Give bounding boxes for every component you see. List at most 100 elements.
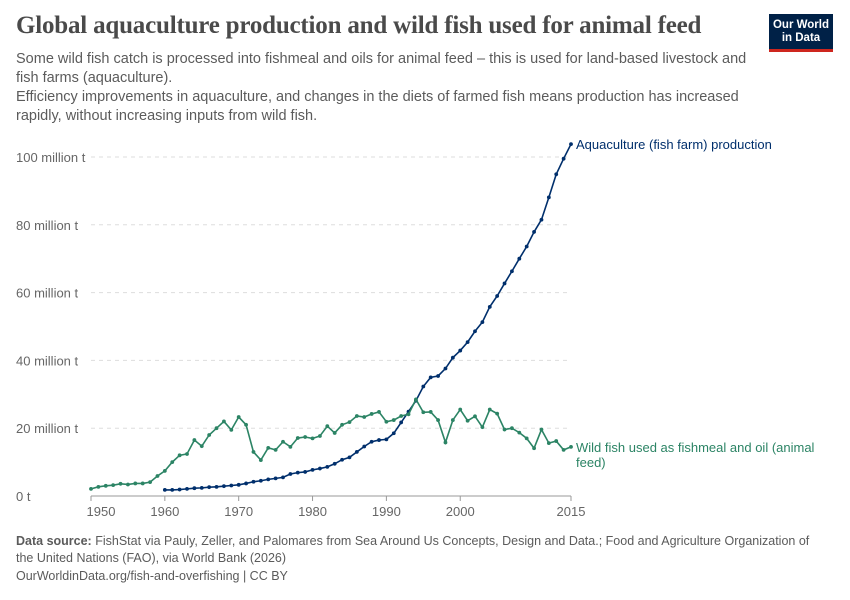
data-point: [207, 485, 212, 490]
data-point: [458, 348, 463, 353]
data-point: [510, 269, 514, 274]
data-point: [96, 484, 101, 489]
series-label: Aquaculture (fish farm) production: [576, 137, 772, 152]
data-point: [354, 414, 359, 418]
data-point: [377, 438, 381, 442]
data-point: [569, 142, 573, 147]
data-point: [502, 281, 507, 286]
data-point: [266, 477, 271, 482]
data-point: [170, 487, 175, 492]
data-point: [450, 355, 455, 360]
data-point: [340, 422, 344, 427]
data-point: [170, 460, 175, 464]
data-point: [89, 486, 93, 491]
data-point: [332, 461, 337, 466]
data-point: [546, 195, 551, 200]
data-point: [185, 486, 189, 491]
data-point: [325, 464, 330, 469]
series-line: [164, 143, 572, 491]
data-point: [347, 420, 352, 424]
x-tick-label: 1990: [372, 504, 401, 519]
owid-logo[interactable]: Our World in Data: [769, 14, 833, 52]
y-tick-label: 100 million t: [16, 150, 86, 165]
series-label: Wild fish used as fishmeal and oil (anim…: [576, 440, 815, 470]
data-point: [236, 482, 241, 487]
y-tick-label: 40 million t: [16, 353, 79, 368]
data-point: [295, 470, 300, 475]
data-point: [487, 304, 492, 309]
data-point: [199, 444, 204, 449]
data-point: [192, 438, 197, 442]
series-line: [90, 397, 572, 490]
data-source: Data source: FishStat via Pauly, Zeller,…: [16, 533, 826, 566]
data-point: [480, 320, 485, 324]
data-point: [391, 418, 396, 422]
data-point: [281, 439, 285, 444]
data-point: [428, 410, 433, 414]
data-point: [177, 453, 182, 458]
data-point: [258, 478, 263, 483]
data-point: [517, 430, 522, 435]
data-point: [473, 414, 477, 419]
data-point: [148, 480, 152, 485]
y-tick-label: 0 t: [16, 489, 31, 504]
data-point: [177, 487, 182, 492]
data-point: [369, 439, 374, 444]
data-point: [443, 366, 448, 371]
data-point: [229, 483, 234, 488]
data-point: [546, 441, 551, 446]
data-point: [332, 431, 337, 435]
subtitle-line: Efficiency improvements in aquaculture, …: [16, 89, 739, 124]
data-point: [487, 407, 492, 412]
license-link[interactable]: OurWorldinData.org/fish-and-overfishing …: [16, 569, 288, 583]
y-tick-label: 80 million t: [16, 218, 79, 233]
data-point: [480, 425, 485, 430]
data-point: [354, 450, 359, 454]
data-point: [192, 486, 197, 491]
data-point: [561, 156, 566, 161]
data-point: [384, 437, 389, 442]
data-point: [569, 444, 573, 449]
x-tick-label: 1970: [224, 504, 253, 519]
data-point: [310, 436, 315, 441]
x-tick-label: 1950: [87, 504, 116, 519]
data-point: [236, 415, 241, 419]
source-label: Data source:: [16, 534, 92, 548]
data-point: [303, 435, 308, 439]
data-point: [318, 434, 322, 438]
data-point: [133, 481, 138, 486]
data-point: [258, 458, 263, 462]
data-point: [495, 411, 500, 416]
data-point: [244, 481, 248, 486]
data-point: [406, 412, 411, 417]
data-point: [199, 485, 204, 490]
data-point: [229, 427, 234, 432]
data-point: [399, 414, 404, 418]
data-point: [399, 420, 404, 425]
data-point: [450, 418, 455, 422]
data-point: [539, 427, 544, 432]
data-point: [532, 230, 536, 234]
data-point: [222, 419, 226, 424]
data-point: [473, 329, 477, 334]
data-point: [391, 431, 396, 436]
data-point: [273, 476, 278, 481]
data-point: [214, 484, 219, 489]
data-point: [561, 447, 566, 452]
data-point: [465, 340, 470, 344]
data-point: [495, 294, 500, 298]
data-point: [502, 427, 507, 432]
data-point: [362, 444, 367, 449]
data-point: [244, 422, 248, 427]
data-point: [118, 481, 123, 486]
y-tick-label: 60 million t: [16, 286, 79, 301]
data-point: [162, 469, 167, 473]
data-point: [510, 426, 514, 431]
data-point: [532, 446, 536, 451]
data-point: [251, 479, 256, 484]
data-point: [436, 418, 440, 422]
data-point: [251, 450, 256, 454]
data-point: [162, 487, 167, 492]
data-point: [222, 484, 226, 489]
data-point: [524, 436, 529, 441]
